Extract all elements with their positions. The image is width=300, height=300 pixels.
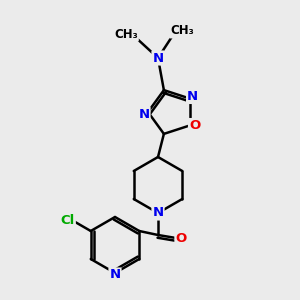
- Text: O: O: [176, 232, 187, 244]
- Text: CH₃: CH₃: [114, 28, 138, 40]
- Text: N: N: [152, 206, 164, 220]
- Text: N: N: [110, 268, 121, 281]
- Text: N: N: [152, 52, 164, 64]
- Text: CH₃: CH₃: [170, 25, 194, 38]
- Text: Cl: Cl: [61, 214, 75, 226]
- Text: N: N: [138, 107, 150, 121]
- Text: O: O: [189, 119, 200, 132]
- Text: N: N: [187, 90, 198, 103]
